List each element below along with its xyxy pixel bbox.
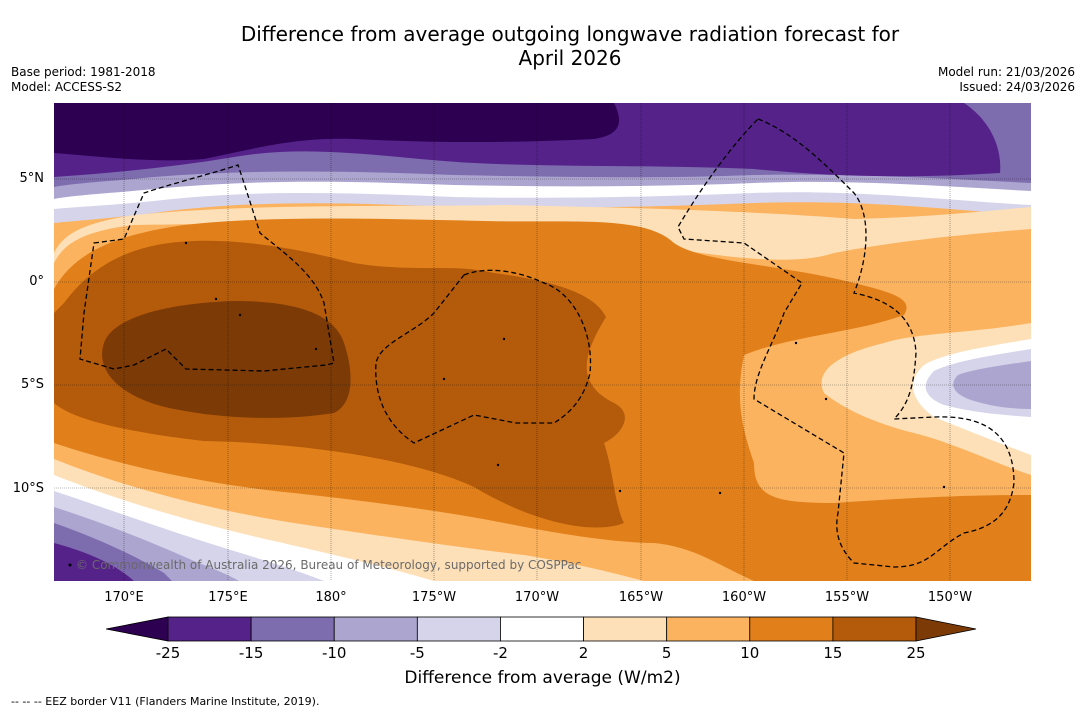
base-period: Base period: 1981-2018 [11,65,156,79]
colorbar-tick-label: 5 [661,644,672,662]
colorbar-cell [416,616,501,642]
colorbar [106,616,977,642]
lat-label-5s: 5°S [20,377,44,392]
island-marker [184,241,188,245]
island-marker [214,297,218,301]
colorbar-tick-label: -25 [155,644,181,662]
lat-label-10s: 10°S [12,481,44,496]
island-marker [942,485,946,489]
lon-label-165w: 165°W [618,590,664,605]
colorbar-cell [832,616,917,642]
band-minus25-lower-left [54,543,134,581]
map-title: Difference from average outgoing longwav… [0,22,1085,70]
map-plot [54,103,1031,581]
colorbar-cell [749,616,834,642]
colorbar-cell [333,616,418,642]
colorbar-cells [167,616,917,642]
meta-left: Base period: 1981-2018 Model: ACCESS-S2 [11,65,156,95]
colorbar-tick-label: 15 [823,644,843,662]
colorbar-cell [250,616,335,642]
lat-label-5n: 5°N [19,171,45,186]
eez-borders [79,118,1015,568]
colorbar-over-triangle [915,616,977,642]
island-marker [68,563,72,567]
band-over-25 [102,301,351,418]
island-marker [238,313,242,317]
lon-label-155w: 155°W [824,590,870,605]
eez-border-tokelau [375,269,592,444]
colorbar-tick-label: -2 [492,644,508,662]
island-marker [618,489,622,493]
model-run: Model run: 21/03/2026 [937,65,1075,79]
eez-border-tuvalu-kiribati [79,164,335,372]
copyright-credit: © Commonwealth of Australia 2026, Bureau… [76,558,582,572]
island-marker [794,341,798,345]
lon-label-175e: 175°E [208,590,248,605]
lon-label-170e: 170°E [104,590,144,605]
island-marker [824,397,828,401]
colorbar-tick-label: -10 [321,644,347,662]
band-top-dark-purple [54,103,620,161]
issued-date: Issued: 24/03/2026 [959,80,1075,94]
colorbar-cell [167,616,252,642]
colorbar-tick-label: 2 [578,644,589,662]
colorbar-tick-label: -15 [238,644,264,662]
island-marker [502,337,506,341]
island-marker [314,347,318,351]
title-line-1: Difference from average outgoing longwav… [240,22,900,46]
lon-label-170w: 170°W [514,590,560,605]
eez-footnote: -- -- -- EEZ border V11 (Flanders Marine… [11,695,320,708]
lon-label-160w: 160°W [721,590,767,605]
lat-label-0: 0° [29,274,44,289]
island-marker [496,463,500,467]
colorbar-cell [583,616,668,642]
model-name: Model: ACCESS-S2 [11,80,123,94]
colorbar-tick-label: 10 [740,644,760,662]
lon-label-150w: 150°W [927,590,973,605]
title-line-2: April 2026 [518,46,622,70]
colorbar-under-triangle [106,616,169,642]
colorbar-cell [500,616,584,642]
lon-label-180: 180° [315,590,347,605]
island-marker [442,377,446,381]
colorbar-title: Difference from average (W/m2) [404,668,681,688]
colorbar-tick-label: -5 [409,644,425,662]
lon-label-175w: 175°W [411,590,457,605]
colorbar-cell [666,616,751,642]
grid-lines [54,103,1031,581]
meta-right: Model run: 21/03/2026 Issued: 24/03/2026 [938,65,1075,95]
colorbar-tick-label: 25 [906,644,926,662]
islands [68,241,946,567]
island-marker [718,491,722,495]
